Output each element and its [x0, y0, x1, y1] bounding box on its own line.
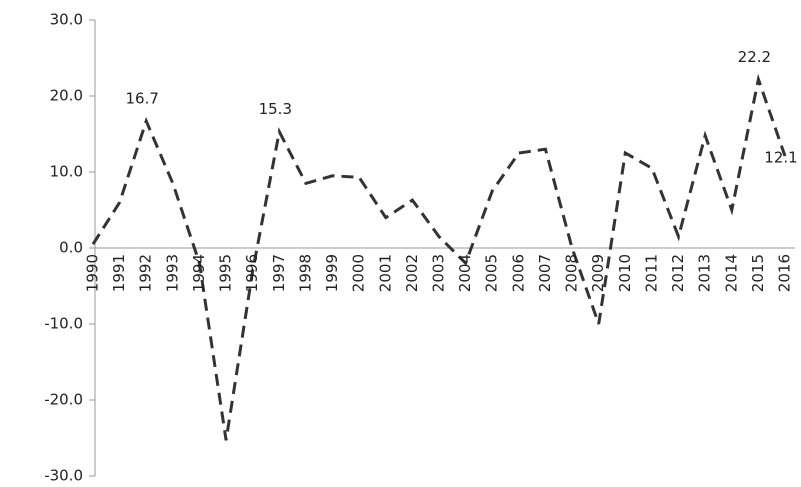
x-tick-label: 2014 [722, 254, 740, 292]
y-tick-label: 0.0 [59, 239, 83, 257]
x-tick-label: 2011 [642, 254, 660, 292]
x-tick-label: 1991 [110, 254, 128, 292]
x-tick-label: 2013 [696, 254, 714, 292]
x-tick-label: 1998 [296, 254, 314, 292]
data-label: 15.3 [259, 100, 292, 118]
x-tick-label: 2004 [456, 254, 474, 292]
data-line [91, 73, 787, 441]
x-tick-label: 2001 [376, 254, 394, 292]
x-tick-label: 2009 [589, 254, 607, 292]
y-tick-label: -10.0 [44, 315, 83, 333]
y-tick-label: -20.0 [44, 391, 83, 409]
x-tick-label: 2003 [430, 254, 448, 292]
y-tick-label: -30.0 [44, 467, 83, 485]
x-tick-label: 1990 [84, 254, 102, 292]
x-tick-label: 1999 [323, 254, 341, 292]
x-tick-label: 2005 [483, 254, 501, 292]
data-label: 22.2 [738, 48, 771, 66]
x-tick-label: 2012 [669, 254, 687, 292]
x-tick-label: 2000 [350, 254, 368, 292]
x-tick-label: 2010 [616, 254, 634, 292]
x-tick-label: 1995 [217, 254, 235, 292]
x-tick-label: 2015 [749, 254, 767, 292]
data-label: 12.1 [764, 149, 797, 167]
x-tick-label: 1996 [243, 254, 261, 292]
x-tick-label: 1994 [190, 254, 208, 292]
y-tick-label: 30.0 [50, 11, 83, 29]
y-tick-label: 20.0 [50, 87, 83, 105]
x-tick-label: 2008 [563, 254, 581, 292]
x-tick-label: 2007 [536, 254, 554, 292]
data-label: 16.7 [126, 90, 159, 108]
x-tick-label: 1993 [163, 254, 181, 292]
x-tick-label: 1992 [137, 254, 155, 292]
x-tick-label: 2002 [403, 254, 421, 292]
x-tick-label: 1997 [270, 254, 288, 292]
x-tick-label: 2006 [509, 254, 527, 292]
y-tick-label: 10.0 [50, 163, 83, 181]
x-tick-label: 2016 [776, 254, 794, 292]
